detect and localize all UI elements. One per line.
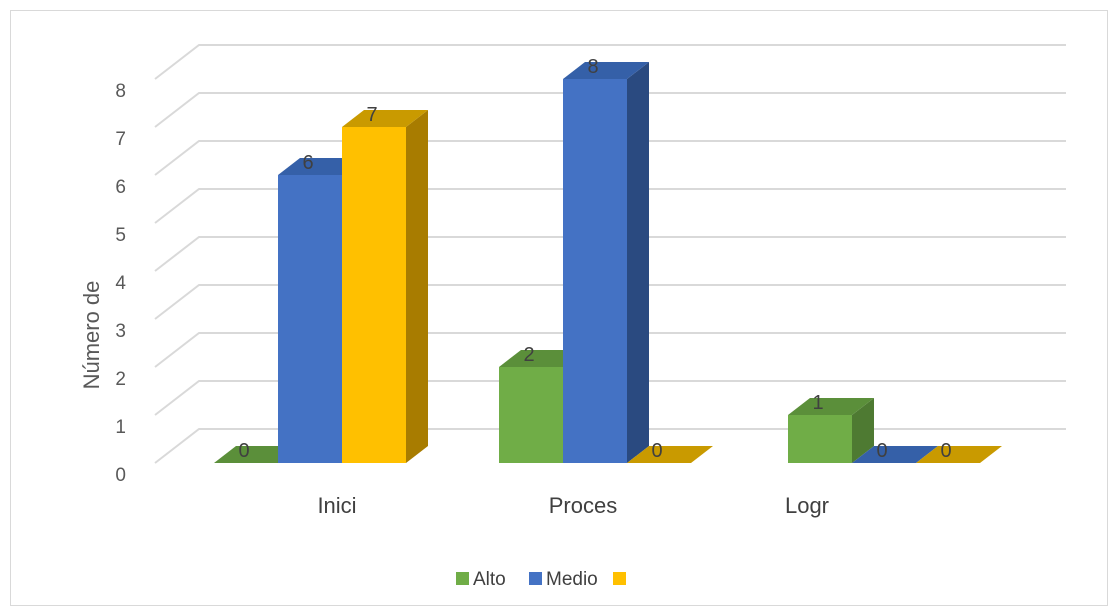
chart-frame	[10, 10, 1108, 606]
bar-front	[499, 367, 563, 463]
y-axis-title: Número de	[79, 281, 104, 390]
legend-swatch	[529, 572, 542, 585]
data-labels: 0 6 7 2 8 0 1 0 0	[238, 56, 951, 462]
gridline	[154, 92, 1066, 128]
bar-top	[342, 110, 428, 127]
bars	[214, 62, 1002, 463]
data-label: 7	[366, 104, 377, 126]
bar-top	[563, 62, 649, 79]
y-tick-label: 8	[115, 81, 126, 102]
legend: Alto Medio	[456, 569, 626, 590]
y-tick-label: 4	[115, 273, 126, 294]
x-category-label: Proces	[549, 493, 617, 518]
y-tick-label: 3	[115, 321, 126, 342]
bar-top	[627, 446, 713, 463]
legend-swatch	[613, 572, 626, 585]
y-tick-label: 7	[115, 129, 126, 150]
data-label: 0	[651, 440, 662, 462]
legend-swatch	[456, 572, 469, 585]
data-label: 6	[302, 152, 313, 174]
bar-top	[852, 446, 938, 463]
y-tick-label: 0	[115, 465, 126, 486]
data-label: 8	[587, 56, 598, 78]
gridline	[154, 44, 1066, 80]
data-label: 1	[812, 392, 823, 414]
gridline	[154, 236, 1066, 272]
x-category-label: Logr	[785, 493, 829, 518]
data-label: 2	[523, 344, 534, 366]
y-tick-label: 1	[115, 417, 126, 438]
gridlines	[154, 44, 1066, 464]
legend-label: Alto	[473, 569, 506, 590]
gridline	[154, 428, 1066, 464]
bar-front	[278, 175, 342, 463]
y-axis-ticks: 0 1 2 3 4 5 6 7 8	[115, 81, 126, 486]
gridline	[154, 284, 1066, 320]
bar-front	[342, 127, 406, 463]
gridline	[154, 140, 1066, 176]
bar-top	[788, 398, 874, 415]
bar-front	[563, 79, 627, 463]
bar-side	[852, 398, 874, 463]
y-tick-label: 6	[115, 177, 126, 198]
gridline	[154, 188, 1066, 224]
bar-side	[627, 62, 649, 463]
bar-top	[916, 446, 1002, 463]
y-tick-label: 2	[115, 369, 126, 390]
x-axis-categories: Inici Proces Logr	[317, 493, 829, 518]
gridline	[154, 332, 1066, 368]
bar-front	[788, 415, 852, 463]
y-tick-label: 5	[115, 225, 126, 246]
data-label: 0	[238, 440, 249, 462]
data-label: 0	[940, 440, 951, 462]
x-category-label: Inici	[317, 493, 356, 518]
gridline	[154, 380, 1066, 416]
data-label: 0	[876, 440, 887, 462]
legend-label: Medio	[546, 569, 598, 590]
bar-side	[406, 110, 428, 463]
